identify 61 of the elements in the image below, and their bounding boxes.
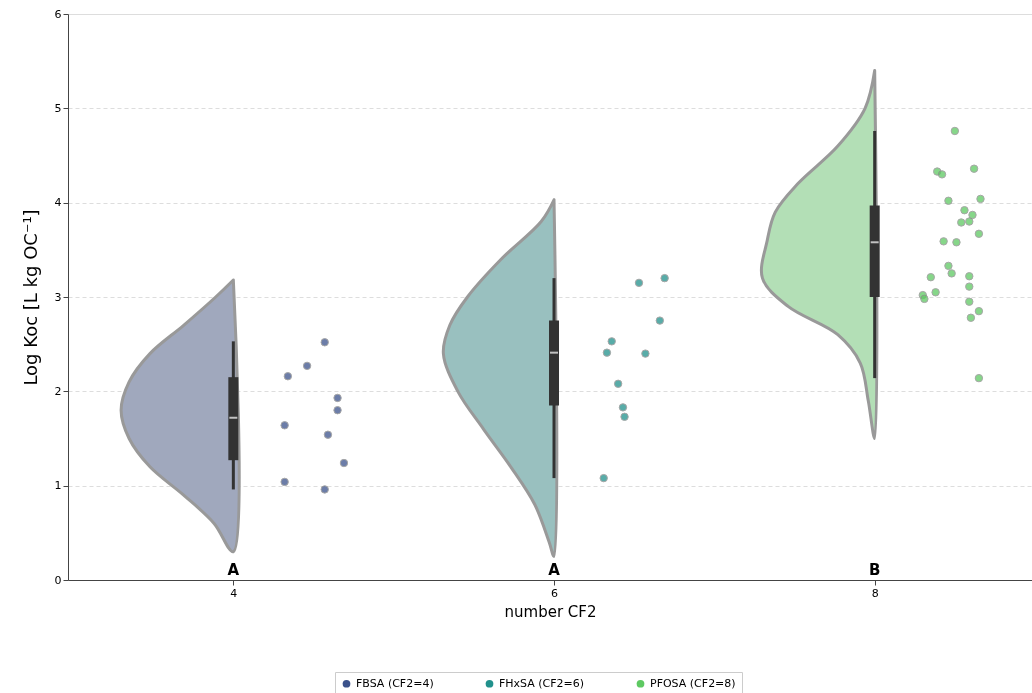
legend-label: FHxSA (CF2=6) [499, 676, 585, 690]
point [944, 261, 953, 271]
point [641, 349, 650, 358]
point [937, 170, 947, 179]
point [302, 361, 312, 371]
point [280, 477, 289, 487]
annotation: A [227, 561, 240, 579]
point [944, 196, 953, 205]
legend-label: PFOSA (CF2=8) [650, 676, 736, 690]
y-tick-label: 3 [54, 290, 62, 304]
y-tick-label: 5 [54, 101, 62, 115]
point [602, 348, 612, 357]
annotation: B [868, 561, 881, 579]
x-axis-title: number CF2 [504, 602, 597, 621]
point [320, 338, 329, 347]
point [926, 272, 936, 282]
point [960, 206, 969, 215]
point [957, 218, 966, 227]
point [613, 379, 623, 388]
point [618, 403, 628, 412]
legend-label: FBSA (CF2=4) [356, 676, 434, 690]
y-tick-label: 2 [54, 384, 62, 398]
x-tick-label: 4 [230, 586, 238, 600]
point [965, 272, 974, 281]
y-tick-label: 0 [54, 573, 62, 587]
point [320, 485, 329, 494]
y-tick-label: 1 [54, 479, 62, 493]
point [968, 210, 977, 220]
point [607, 337, 616, 346]
point [599, 473, 608, 483]
point [947, 269, 956, 278]
point [333, 406, 342, 415]
point [323, 430, 333, 439]
point [339, 458, 349, 468]
point [950, 126, 960, 136]
annotation: A [548, 561, 561, 579]
point [965, 297, 974, 306]
point [969, 164, 979, 173]
point [920, 294, 929, 304]
point [280, 421, 289, 430]
point [965, 282, 974, 291]
y-tick-label: 6 [54, 7, 62, 21]
point [660, 273, 669, 283]
x-tick-label: 8 [871, 586, 879, 600]
point [976, 194, 985, 204]
point [965, 217, 974, 226]
point [939, 237, 948, 246]
x-tick-label: 6 [551, 586, 559, 600]
point [974, 306, 984, 316]
point [966, 313, 976, 322]
y-axis-title: Log Koc [L kg OC⁻¹] [19, 209, 41, 386]
point [634, 278, 644, 288]
point [620, 412, 629, 421]
point [655, 316, 665, 325]
point [283, 372, 293, 381]
point [931, 288, 940, 297]
point [974, 229, 984, 238]
y-tick-label: 4 [54, 196, 62, 210]
point [974, 373, 984, 383]
point [952, 238, 961, 247]
point [333, 393, 342, 403]
